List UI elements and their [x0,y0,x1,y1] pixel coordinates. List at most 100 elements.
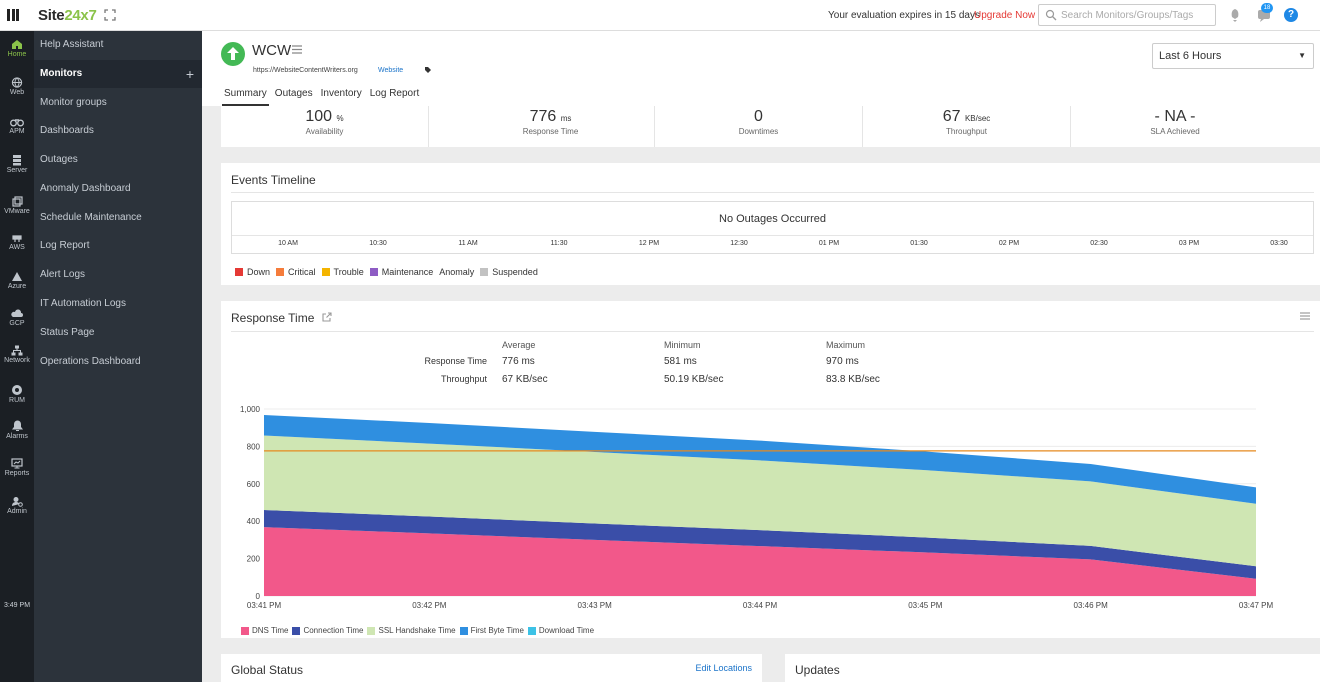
timeline-tick: 12:30 [730,240,748,247]
rail-item-aws[interactable]: AWS [0,230,34,266]
aws-icon [12,235,22,242]
fullscreen-icon[interactable] [104,9,116,21]
rocket-icon[interactable] [1227,7,1243,23]
response-time-chart[interactable]: 0 200 400 600 800 1,000 03:41 PM 03:42 PM 03:43 … [221,397,1320,619]
tab-summary[interactable]: Summary [222,86,269,106]
rail-item-home[interactable]: Home [0,36,34,72]
external-link-icon[interactable] [322,312,332,322]
add-monitor-button[interactable]: + [185,66,194,82]
upgrade-link[interactable]: Upgrade Now [974,10,1036,21]
summary-stats: 100 % Availability 776 ms Response Time 0 D… [221,106,1320,147]
avg-response-time: 776 ms [502,356,535,367]
stat-label: Response Time [522,127,579,136]
global-status-title: Global Status [231,663,304,677]
rail-item-server[interactable]: Server [0,151,34,187]
monitor-menu-icon[interactable] [292,45,302,54]
menu-item-operations-dashboard[interactable]: Operations Dashboard [40,356,141,367]
panel-menu-icon[interactable] [1300,312,1310,320]
timeline-tick: 03 PM [1178,240,1200,247]
rail-item-alarms[interactable]: Alarms [0,417,34,453]
menu-item-monitor-groups[interactable]: Monitor groups [40,97,107,108]
network-icon [11,345,23,356]
time-range-select[interactable]: Last 6 Hours ▼ [1152,43,1314,69]
menu-item-anomaly-dashboard[interactable]: Anomaly Dashboard [40,183,131,194]
legend-item-down[interactable]: Down [235,267,270,277]
legend-label: SSL Handshake Time [378,626,456,635]
rail-item-gcp[interactable]: GCP [0,305,34,341]
events-timeline[interactable]: No Outages Occurred 10 AM 10:30 11 AM 11… [231,201,1314,254]
menu-item-log-report[interactable]: Log Report [40,240,90,251]
menu-item-dashboards[interactable]: Dashboards [40,125,94,136]
menu-item-monitors[interactable]: Monitors + [34,60,202,88]
stat-availability: 100 % Availability [221,106,429,147]
stat-unit: ms [560,114,572,123]
rail-item-rum[interactable]: RUM [0,381,34,417]
legend-item-maintenance[interactable]: Maintenance [369,267,434,277]
stat-value: 100 [305,108,333,125]
tag-icon[interactable] [424,66,432,74]
tab-log-report[interactable]: Log Report [369,88,420,99]
monitor-tabs: Summary Outages Inventory Log Report [222,86,425,106]
time-range-value: Last 6 Hours [1159,50,1222,62]
legend-item-download-time[interactable]: Download Time [527,626,595,635]
search-input[interactable]: Search Monitors/Groups/Tags [1038,4,1216,26]
stat-value: - NA - [1154,108,1196,125]
col-header-minimum: Minimum [664,340,701,350]
updates-panel: Updates [785,654,1320,682]
legend-item-ssl-handshake-time[interactable]: SSL Handshake Time [367,626,456,635]
rail-label: RUM [9,397,25,404]
monitor-name: WCW [252,42,292,59]
monitor-type-link[interactable]: Website [378,67,404,74]
home-icon [12,40,22,49]
rail-label: APM [9,128,25,135]
legend-label: Suspended [492,267,538,277]
legend-item-dns-time[interactable]: DNS Time [241,626,288,635]
legend-item-anomaly[interactable]: Anomaly [439,267,474,277]
legend-item-critical[interactable]: Critical [276,267,316,277]
legend-item-connection-time[interactable]: Connection Time [292,626,363,635]
menu-item-it-automation-logs[interactable]: IT Automation Logs [40,298,126,309]
help-icon[interactable]: ? [1284,8,1298,22]
rail-item-network[interactable]: Network [0,342,34,378]
rail-item-admin[interactable]: Admin [0,493,34,529]
legend-item-suspended[interactable]: Suspended [480,267,538,277]
vmware-icon [11,196,23,207]
stat-label: SLA Achieved [1150,127,1200,136]
timeline-tick: 10 AM [278,240,298,247]
timeline-tick: 01 PM [818,240,840,247]
menu-item-outages[interactable]: Outages [40,154,78,165]
rail-item-reports[interactable]: Reports [0,455,34,491]
tab-inventory[interactable]: Inventory [320,88,362,99]
chevron-down-icon: ▼ [1298,51,1306,60]
legend-label: Maintenance [381,267,434,277]
updates-title: Updates [795,663,840,677]
response-title: Response Time [231,311,315,325]
menu-item-help-assistant[interactable]: Help Assistant [40,39,104,50]
rail-item-azure[interactable]: Azure [0,268,34,304]
legend-item-first-byte-time[interactable]: First Byte Time [459,626,524,635]
menu-item-status-page[interactable]: Status Page [40,327,95,338]
max-response-time: 970 ms [826,356,859,367]
apps-menu-icon[interactable] [7,9,19,21]
site24x7-logo[interactable]: Site24x7 [38,7,97,24]
tab-outages[interactable]: Outages [274,88,313,99]
rail-item-web[interactable]: Web [0,74,34,110]
admin-icon [12,497,23,507]
menu-item-schedule-maintenance[interactable]: Schedule Maintenance [40,212,142,223]
legend-item-trouble[interactable]: Trouble [321,267,364,277]
legend-label: Download Time [538,626,595,635]
notification-badge: 18 [1261,3,1273,13]
edit-locations-link[interactable]: Edit Locations [695,663,752,673]
rail-label: Home [7,51,27,58]
area-dns-time [264,527,1256,596]
top-bar: Site24x7 Your evaluation expires in 15 d… [0,0,1320,31]
current-time: 3:49 PM [3,602,31,609]
events-title: Events Timeline [231,173,316,187]
rail-item-apm[interactable]: APM [0,113,34,149]
menu-item-alert-logs[interactable]: Alert Logs [40,269,86,280]
monitor-url[interactable]: https://WebsiteContentWriters.org [253,67,358,74]
globe-icon [11,77,23,88]
min-response-time: 581 ms [664,356,697,367]
y-tick-label: 0 [256,592,261,601]
rail-item-vmware[interactable]: VMware [0,193,34,229]
